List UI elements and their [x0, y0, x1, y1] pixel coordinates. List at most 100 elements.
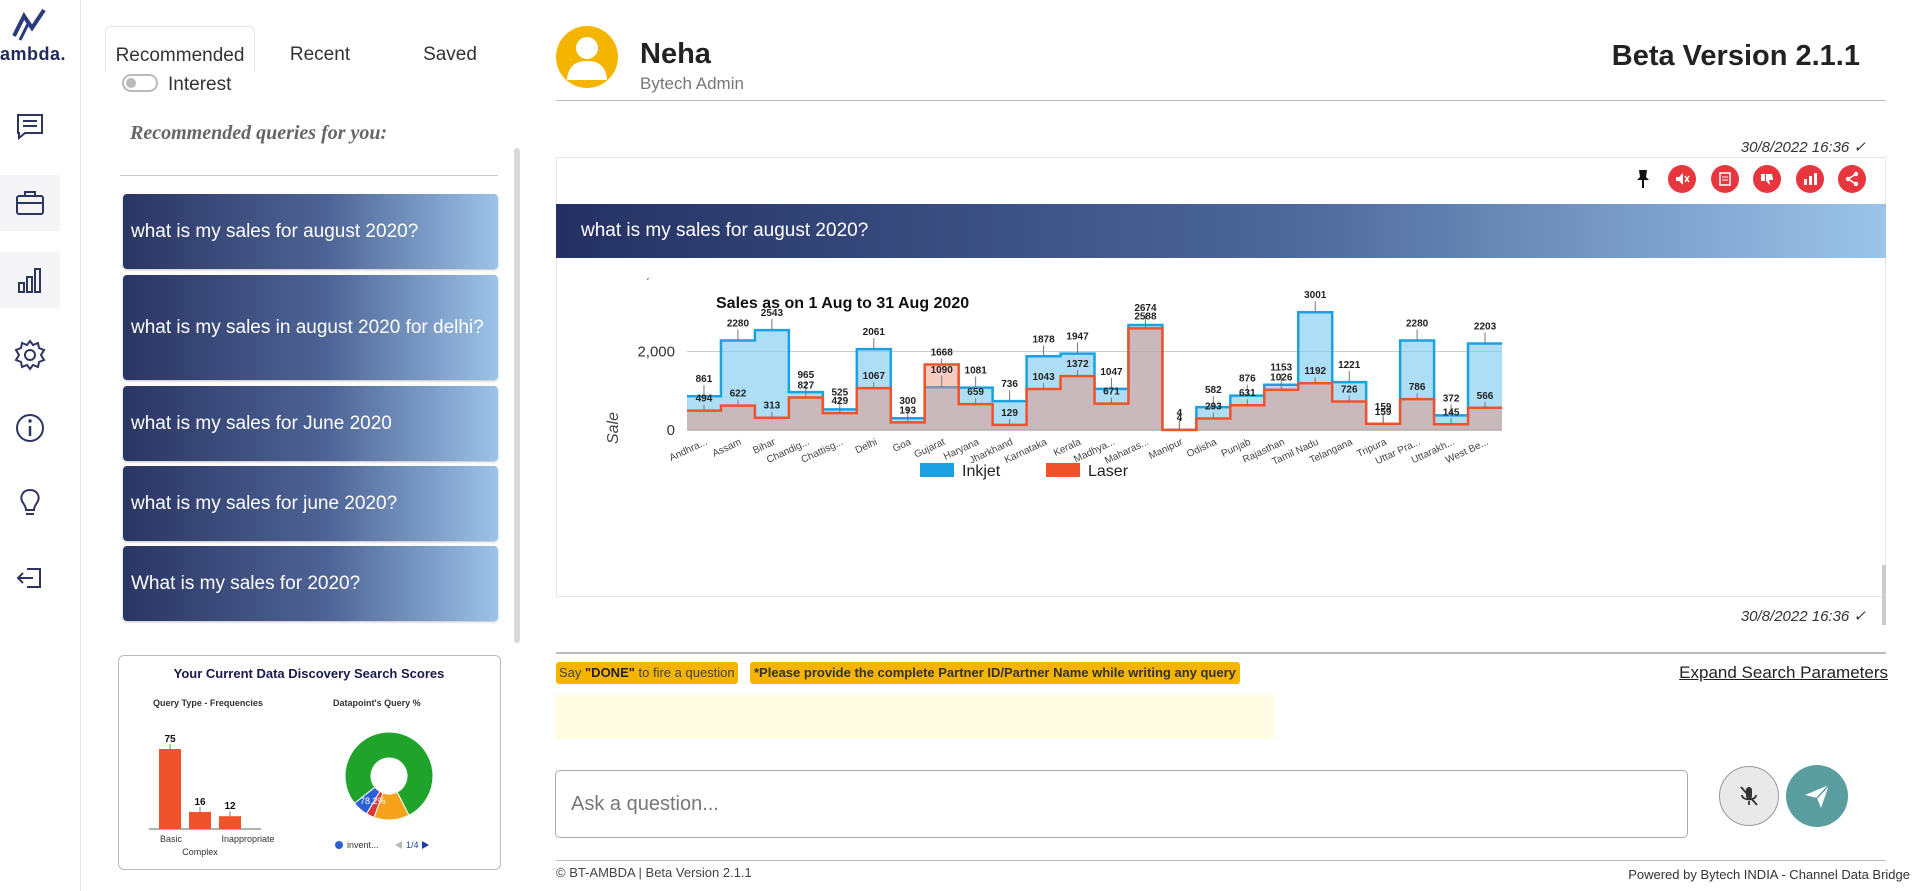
freq-bar-value: 12: [224, 801, 236, 812]
interest-toggle[interactable]: [122, 74, 158, 92]
y-tick-label: 0: [667, 422, 675, 439]
search-scores-card: Your Current Data Discovery Search Score…: [118, 655, 501, 870]
pie-slice: [353, 786, 381, 815]
hint-prefix: Say: [559, 665, 586, 680]
info-icon[interactable]: [0, 400, 60, 456]
logout-icon[interactable]: [0, 550, 60, 606]
timestamp: 30/8/2022 16:36 ✓: [1740, 139, 1866, 156]
data-label: 313: [764, 401, 781, 412]
y-tick-label: 4,000: [637, 278, 675, 282]
data-label: 1221: [1338, 360, 1361, 371]
data-label: 2203: [1474, 322, 1497, 333]
data-label: 827: [798, 381, 815, 392]
chat-icon[interactable]: [0, 98, 60, 154]
chart-icon[interactable]: [1796, 165, 1824, 193]
dislike-icon[interactable]: [1753, 165, 1781, 193]
pager-prev-icon[interactable]: [395, 841, 402, 849]
data-label: 671: [1103, 387, 1120, 398]
data-label: 566: [1477, 391, 1494, 402]
question-banner: what is my sales for august 2020?: [556, 204, 1886, 258]
data-label: 1192: [1304, 366, 1326, 377]
freq-bar: [159, 749, 181, 829]
mic-off-icon[interactable]: [1719, 766, 1779, 826]
interest-label: Interest: [168, 74, 232, 95]
query-list-scrollbar[interactable]: [514, 148, 520, 643]
pin-icon[interactable]: [1633, 168, 1653, 190]
composer-divider: [556, 652, 1886, 654]
chat-scrollbar[interactable]: [1882, 565, 1886, 625]
suggestion-area: [556, 695, 1274, 739]
freq-title: Query Type - Frequencies: [153, 698, 263, 708]
lightbulb-icon[interactable]: [0, 475, 60, 531]
freq-category-label: Complex: [182, 847, 218, 857]
expand-search-link[interactable]: Expand Search Parameters: [1679, 663, 1888, 682]
avatar[interactable]: [556, 26, 618, 88]
gear-icon[interactable]: [0, 327, 60, 383]
freq-category-label: Inappropriate: [221, 834, 274, 844]
data-label: 1043: [1032, 372, 1055, 383]
data-label: 2674: [1134, 303, 1157, 314]
tab-saved[interactable]: Saved: [423, 44, 477, 65]
y-axis-label: Sale: [605, 412, 622, 444]
user-role: Bytech Admin: [640, 74, 744, 93]
recommended-title: Recommended queries for you:: [130, 122, 388, 144]
data-label: 659: [967, 387, 984, 398]
footer-divider: [556, 860, 1886, 861]
pager-next-icon[interactable]: [422, 841, 429, 849]
data-label: 525: [831, 387, 848, 398]
x-tick-label: Manipur: [1147, 436, 1185, 462]
share-icon[interactable]: [1838, 165, 1866, 193]
freq-bar-value: 75: [164, 734, 176, 745]
pie-legend-dot: [335, 841, 343, 849]
timestamp: 30/8/2022 16:36 ✓: [1740, 608, 1866, 625]
legend-swatch: [920, 463, 954, 477]
question-input[interactable]: Ask a question...: [555, 770, 1688, 838]
data-label: 129: [1001, 408, 1018, 419]
data-label: 429: [831, 396, 848, 407]
logo-mark-icon: [6, 6, 52, 44]
user-icon: [567, 37, 607, 80]
query-card[interactable]: what is my sales for june 2020?: [123, 466, 498, 541]
data-label: 1067: [863, 371, 886, 382]
send-icon[interactable]: [1786, 765, 1848, 827]
data-label: 1947: [1066, 332, 1089, 343]
data-label: 145: [1443, 407, 1460, 418]
mute-icon[interactable]: [1668, 165, 1696, 193]
hint-suffix: to fire a question: [634, 665, 735, 680]
legend-label: Inkjet: [962, 463, 1001, 480]
x-tick-label: Odisha: [1185, 437, 1219, 461]
tab-recommended[interactable]: Recommended: [105, 26, 255, 71]
toggle-knob: [126, 78, 136, 88]
voice-hint-badge: Say "DONE" to fire a question: [556, 662, 738, 684]
data-label: 494: [696, 394, 713, 405]
document-icon[interactable]: [1711, 165, 1739, 193]
bar-chart-icon[interactable]: [0, 252, 60, 308]
data-label: 965: [798, 370, 815, 381]
sales-chart: Sales as on 1 Aug to 31 Aug 2020 Sale 0 2…: [605, 278, 1502, 480]
tab-recent[interactable]: Recent: [289, 44, 351, 65]
query-card[interactable]: What is my sales for 2020?: [123, 546, 498, 621]
data-label: 193: [899, 405, 916, 416]
briefcase-icon[interactable]: [0, 175, 60, 231]
pie-slice: [344, 731, 434, 816]
data-label: 300: [899, 396, 916, 407]
data-label: 1878: [1032, 334, 1055, 345]
data-label: 2543: [761, 308, 784, 319]
partner-note-badge: *Please provide the complete Partner ID/…: [750, 662, 1240, 684]
freq-bar: [189, 811, 211, 829]
data-label: 582: [1205, 385, 1222, 396]
query-card[interactable]: what is my sales for august 2020?: [123, 194, 498, 269]
data-label: 876: [1239, 374, 1256, 385]
query-card[interactable]: what is my sales in august 2020 for delh…: [123, 275, 498, 380]
data-label: 631: [1239, 388, 1256, 399]
data-label: 159: [1375, 402, 1392, 413]
query-card[interactable]: what is my sales for June 2020: [123, 386, 498, 461]
data-label: 1047: [1100, 367, 1123, 378]
data-label: 726: [1341, 385, 1358, 396]
data-label: 736: [1001, 379, 1018, 390]
chart-title: Sales as on 1 Aug to 31 Aug 2020: [716, 295, 969, 312]
x-tick-label: Goa: [891, 437, 913, 455]
pie-title: Datapoint's Query %: [333, 698, 421, 708]
hint-done: "DONE": [585, 665, 635, 680]
divider: [120, 175, 498, 176]
